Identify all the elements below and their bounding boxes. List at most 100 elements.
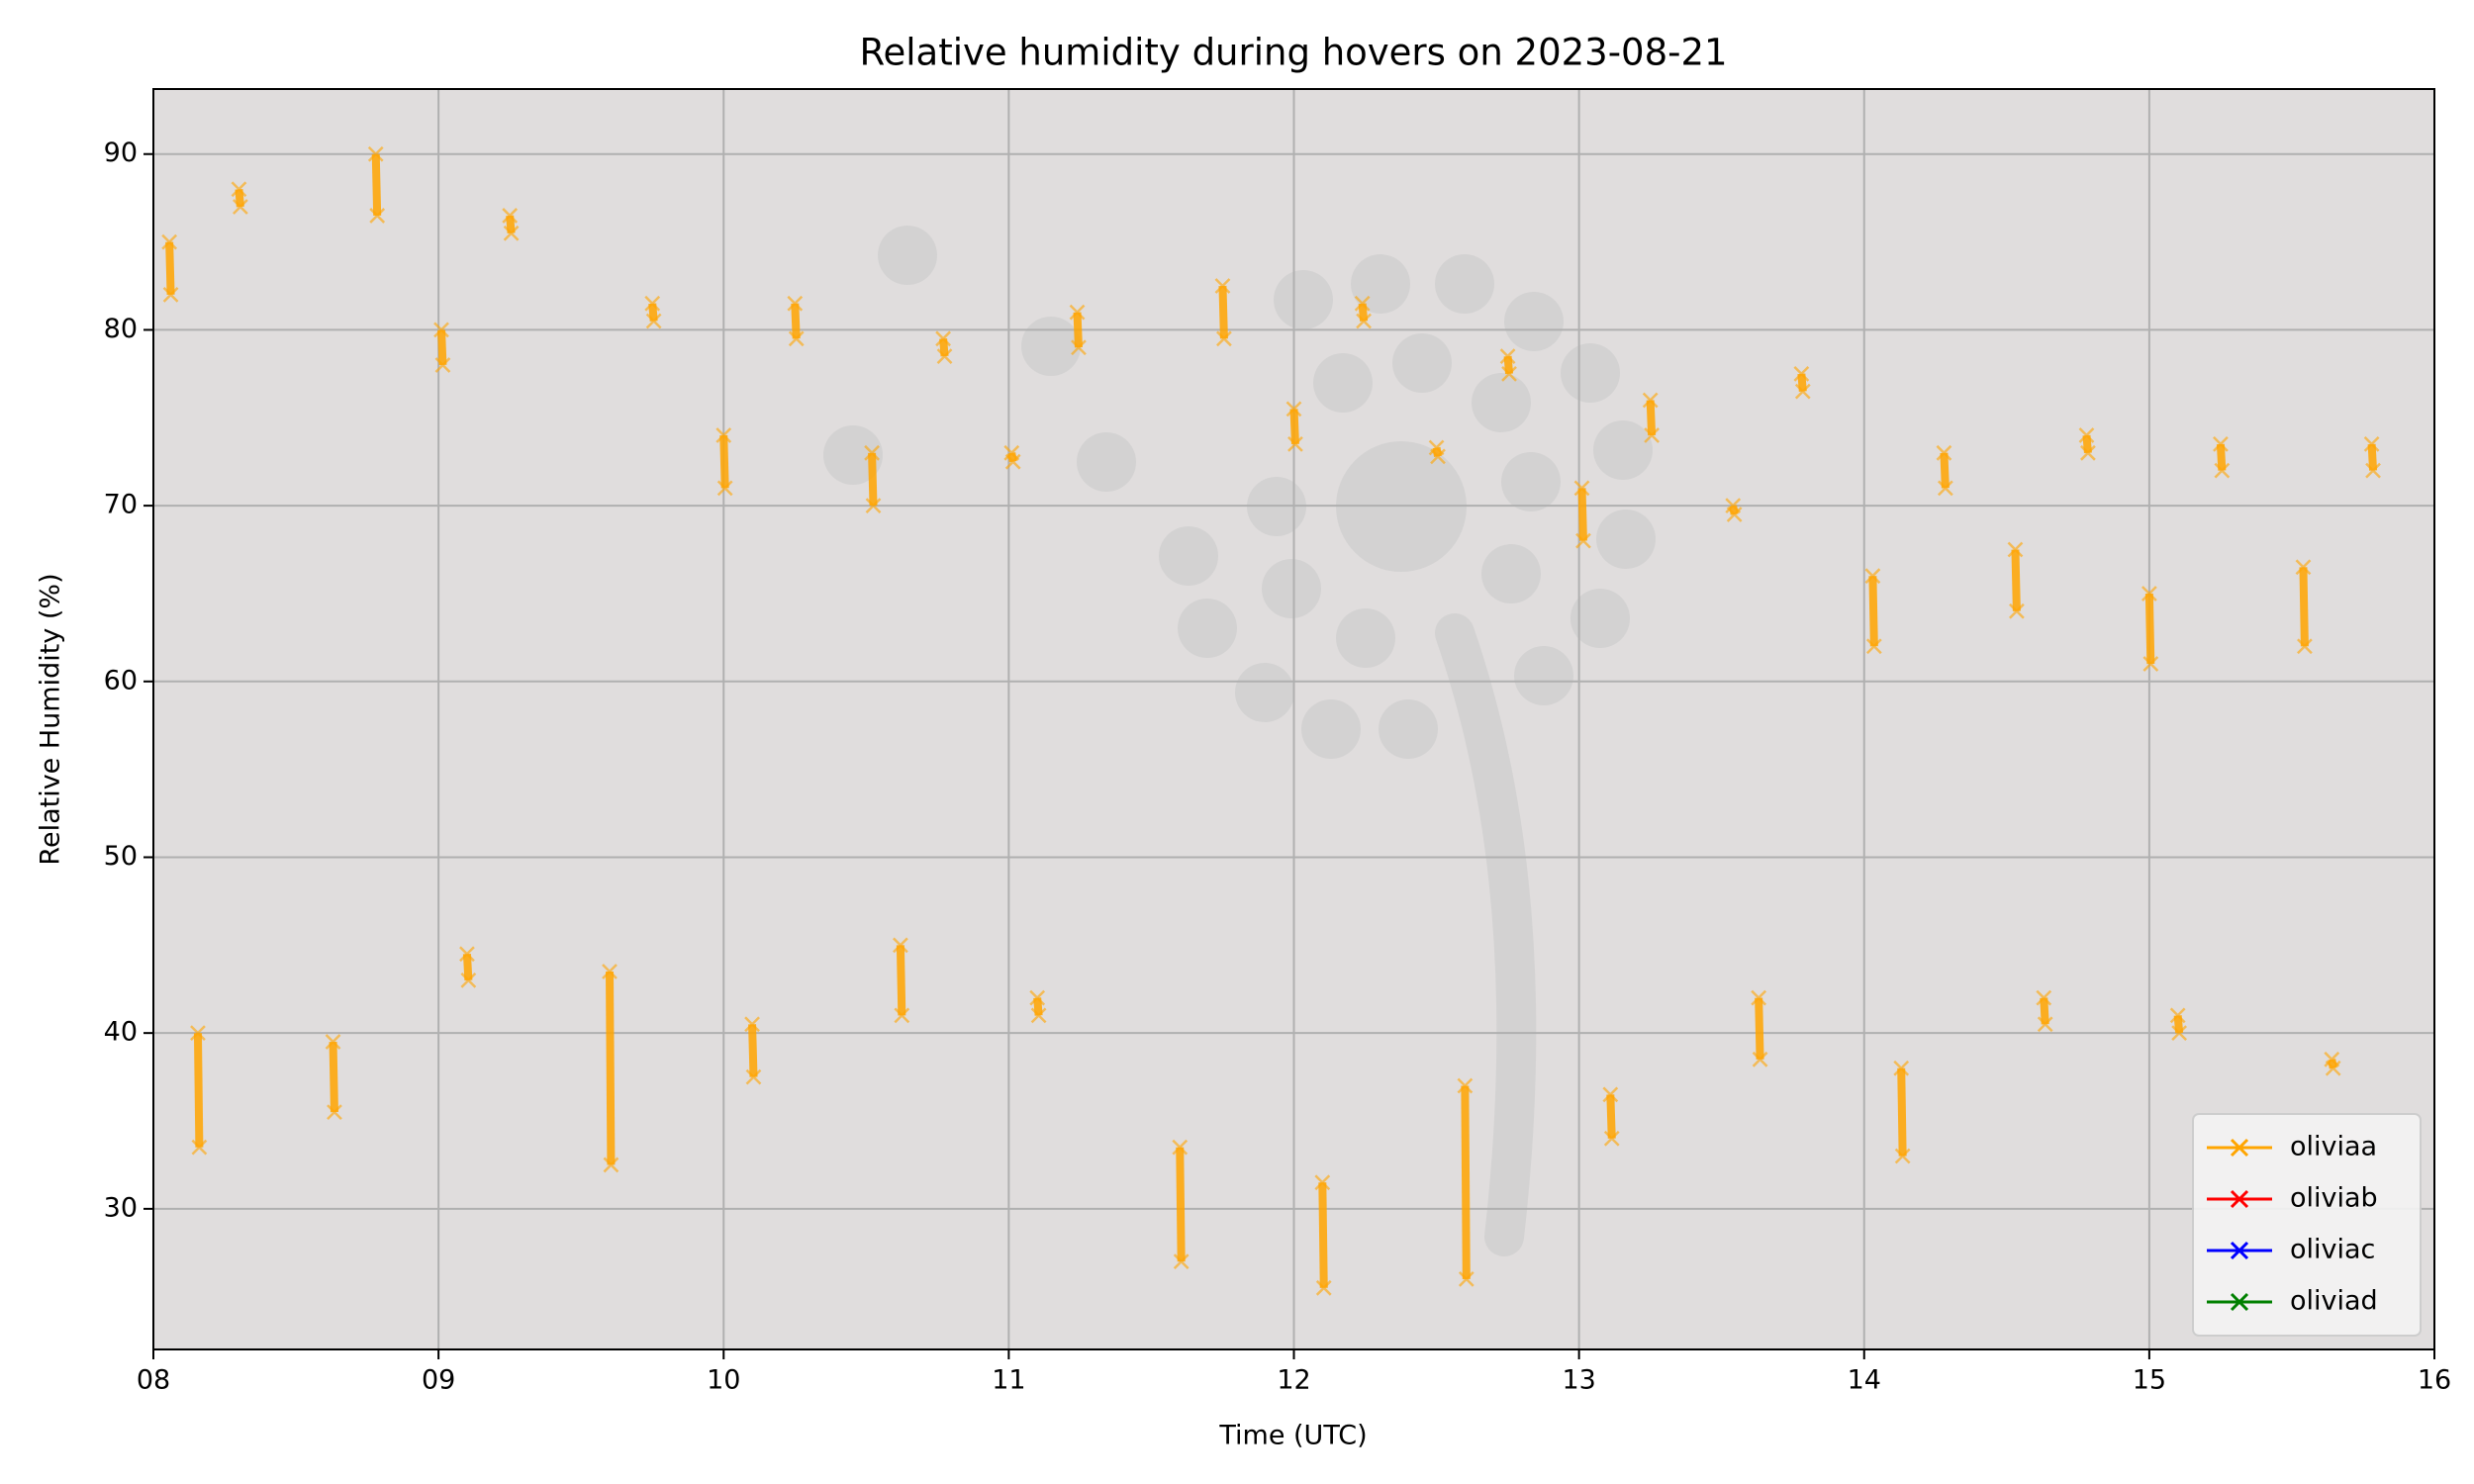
line-segment [2299,567,2309,647]
marker [1894,1148,1911,1164]
chart-title: Relative humidity during hovers on 2023-… [859,32,1727,74]
line-segment [2082,434,2092,454]
x-tick-label: 14 [1848,1365,1881,1396]
marker [1173,1253,1189,1270]
marker [1029,989,1046,1006]
x-tick-label: 08 [137,1365,170,1396]
y-axis-label: Relative Humidity (%) [36,573,66,865]
marker [2363,436,2380,452]
legend-label: oliviab [2290,1183,2378,1214]
x-tick-label: 10 [707,1365,740,1396]
watermark [823,226,1656,1256]
marker [1172,1139,1189,1156]
marker [2080,444,2096,461]
marker [2214,462,2231,479]
line-segment [165,241,175,295]
line-segment [2216,443,2227,471]
x-tick-label: 11 [992,1365,1025,1396]
marker [232,199,248,215]
line-segment [1461,1085,1471,1279]
marker [459,946,475,963]
line-segment [1755,997,1764,1060]
line-segment [791,303,801,339]
marker [460,972,477,988]
legend-label: oliviac [2290,1235,2375,1265]
marker [1285,401,1302,417]
marker [1751,989,1767,1006]
marker [2141,586,2157,602]
x-tick-label: 13 [1562,1365,1595,1396]
line-segment [2173,1015,2184,1034]
marker [1793,365,1810,382]
line-segment [506,215,516,234]
marker [1865,638,1882,655]
y-tick-label: 70 [104,490,138,520]
marker [1603,1130,1620,1147]
line-segment [2367,443,2378,471]
line-segment [939,337,949,357]
line-segment [1577,488,1587,541]
line-segment [437,329,447,366]
line-segment [1940,452,1950,489]
marks [161,145,2381,1296]
line-segment [2011,549,2021,611]
legend-marker [2230,1241,2249,1260]
line-segment [1897,1067,1907,1157]
legend-label: oliviaa [2290,1132,2377,1162]
line-segment [606,971,616,1165]
marker [502,208,519,224]
y-tick-label: 90 [104,138,138,168]
x-tick-label: 12 [1277,1365,1310,1396]
marker [2009,603,2025,619]
line-segment [719,434,729,489]
x-tick-label: 09 [422,1365,455,1396]
line-segment [1797,373,1807,392]
marker [1573,480,1590,497]
line-segment [462,953,473,981]
marker [787,295,804,312]
y-tick-label: 30 [104,1192,138,1223]
line-segment [1503,355,1514,375]
marker [745,1068,762,1085]
marker [503,225,520,241]
line-segment [2144,593,2155,665]
line-segment [896,945,906,1016]
legend-marker [2230,1189,2249,1209]
line-segment [868,452,878,507]
x-tick-label: 15 [2133,1365,2166,1396]
marker [1644,427,1660,443]
line-segment [1007,452,1017,463]
line-segment [1218,285,1228,339]
line-segment [2328,1059,2337,1069]
legend-label: oliviad [2290,1286,2378,1317]
marker [744,1016,760,1033]
marker [327,1104,342,1121]
y-tick-label: 40 [104,1017,138,1048]
line-segment [1289,409,1299,445]
legend-marker [2230,1138,2249,1158]
marker [367,145,384,162]
marker [1458,1271,1475,1287]
marker [935,330,951,347]
marker [433,322,449,338]
marker [2213,436,2229,452]
y-tick-label: 60 [104,665,138,696]
line-segment [1606,1094,1616,1139]
line-segment [235,188,244,208]
marker [231,181,247,198]
marker [1030,1007,1047,1024]
x-tick-label: 16 [2418,1365,2451,1396]
grid [152,89,2435,1349]
marker [325,1034,341,1050]
line-segment [1729,505,1739,515]
x-axis-label: Time (UTC) [1218,1421,1367,1451]
line-segment [748,1024,758,1077]
line-segment [193,1033,204,1148]
marker [1354,295,1371,312]
line-segment [1358,303,1369,322]
marker [894,1007,910,1024]
legend-marker [2230,1292,2249,1312]
line-segment [1176,1147,1186,1262]
line-segment [1646,400,1657,436]
